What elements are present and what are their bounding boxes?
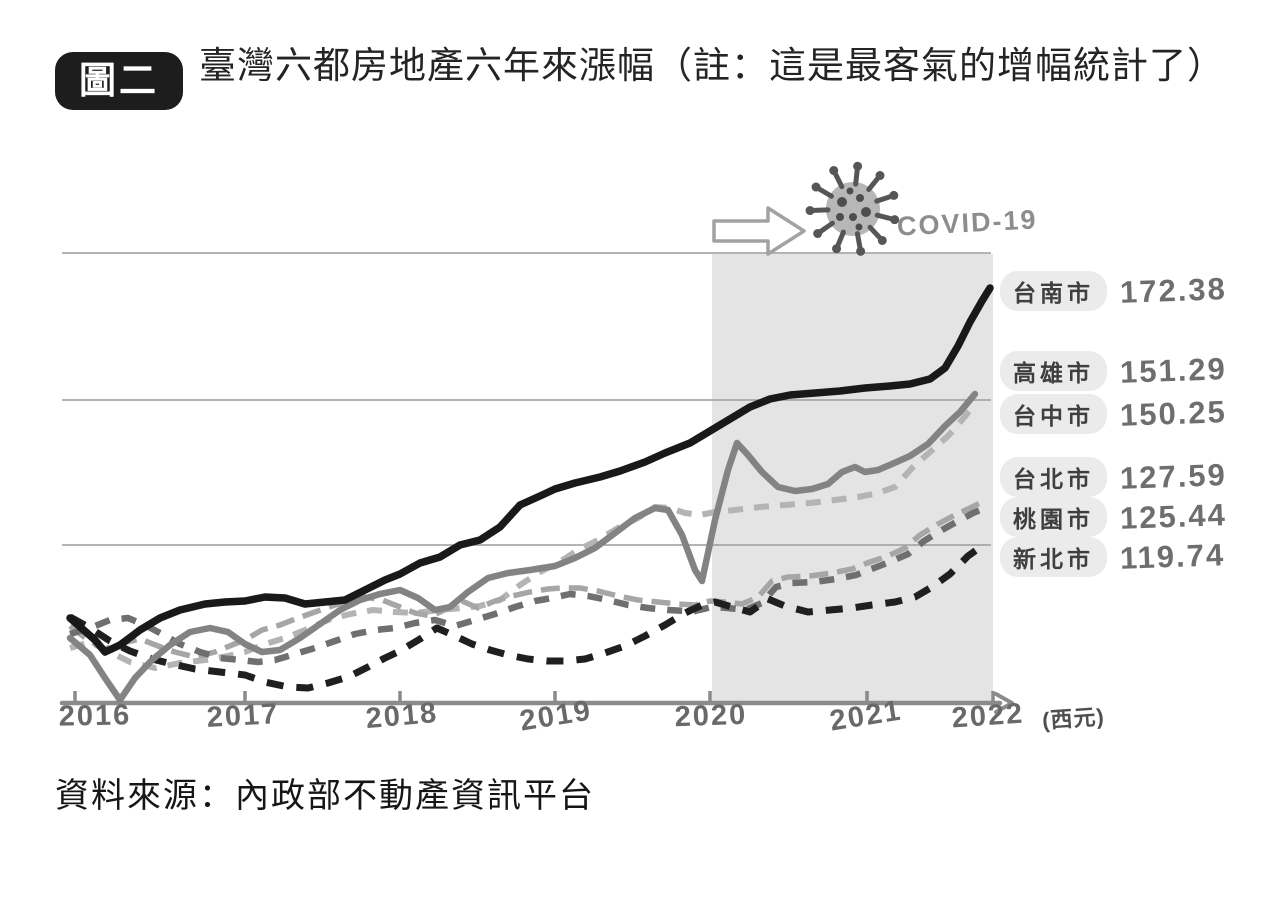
series-name-pill: 台北市: [1000, 457, 1107, 497]
axis-unit-label: (西元): [1041, 703, 1106, 734]
figure-badge-text: 圖二: [79, 60, 159, 101]
chart-series-layer: [66, 284, 994, 704]
series-line-台南市: [66, 284, 994, 656]
series-name-pill: 新北市: [1000, 537, 1107, 577]
virus-spike: [867, 224, 883, 241]
virus-spot: [837, 197, 847, 207]
virus-spike: [835, 229, 846, 248]
virus-spike-tip: [832, 244, 842, 254]
virus-spike-tip: [829, 166, 839, 176]
series-final-value: 125.44: [1119, 497, 1228, 536]
virus-spot: [856, 194, 864, 202]
virus-icon: [805, 161, 900, 256]
series-final-value: 127.59: [1119, 457, 1228, 496]
virus-spike-tip: [856, 246, 866, 256]
virus-spike-tip: [875, 171, 885, 181]
series-line-台北市: [68, 498, 986, 660]
arrow-right-icon: [712, 206, 806, 256]
series-label-row: 新北市 119.74: [1000, 537, 1280, 577]
virus-spike: [874, 194, 893, 204]
virus-spot: [836, 213, 844, 221]
virus-spot: [855, 223, 863, 231]
virus-spike-tip: [805, 206, 815, 216]
virus-spike-tip: [877, 235, 887, 245]
series-name-pill: 台中市: [1000, 394, 1107, 434]
figure-title: 臺灣六都房地產六年來漲幅（註：這是最客氣的增幅統計了）: [199, 45, 1225, 86]
virus-spike: [854, 231, 863, 250]
series-name-pill: 高雄市: [1000, 351, 1107, 391]
x-axis-year-label: 2018: [364, 696, 440, 736]
virus-spot: [849, 213, 857, 221]
virus-spike: [853, 167, 860, 187]
virus-spike-tip: [811, 182, 821, 192]
x-axis-year-label: 2016: [58, 699, 132, 733]
x-axis-year-label: 2020: [674, 698, 748, 734]
source-note: 資料來源：內政部不動產資訊平台: [55, 777, 595, 815]
series-name-pill: 台南市: [1000, 271, 1107, 311]
series-label-row: 台中市 150.25: [1000, 394, 1280, 434]
x-axis-year-label: 2022: [950, 697, 1026, 735]
series-line-高雄市: [66, 390, 979, 704]
series-line-桃園市: [69, 503, 990, 666]
virus-spike-tip: [889, 190, 899, 200]
series-name-pill: 桃園市: [1000, 497, 1107, 537]
figure-badge: 圖二: [55, 51, 183, 110]
figure-title-block: 圖二 臺灣六都房地產六年來漲幅（註：這是最客氣的增幅統計了）: [55, 38, 1235, 110]
series-line-新北市: [68, 541, 988, 692]
series-label-row: 台南市 172.38: [1000, 271, 1280, 311]
virus-spike: [816, 186, 835, 199]
chart-base-layer: [59, 252, 1014, 714]
series-label-row: 高雄市 151.29: [1000, 351, 1280, 391]
virus-spot: [861, 207, 871, 217]
virus-spike: [818, 220, 835, 234]
virus-spike-tip: [813, 229, 823, 239]
covid-shaded-region: [712, 254, 993, 703]
series-final-value: 119.74: [1119, 537, 1226, 576]
series-label-row: 台北市 127.59: [1000, 457, 1280, 497]
virus-spot: [846, 187, 854, 195]
x-axis-arrowhead-icon: [994, 692, 1014, 714]
series-final-value: 151.29: [1119, 351, 1228, 390]
virus-spike-tip: [853, 161, 863, 171]
series-label-row: 桃園市 125.44: [1000, 497, 1280, 537]
x-axis-year-label: 2017: [205, 698, 281, 734]
virus-spike: [866, 176, 880, 193]
virus-spike: [833, 171, 845, 190]
series-final-value: 150.25: [1119, 394, 1228, 433]
virus-spike-tip: [890, 215, 900, 225]
series-final-value: 172.38: [1119, 271, 1228, 310]
virus-spike: [874, 212, 894, 222]
